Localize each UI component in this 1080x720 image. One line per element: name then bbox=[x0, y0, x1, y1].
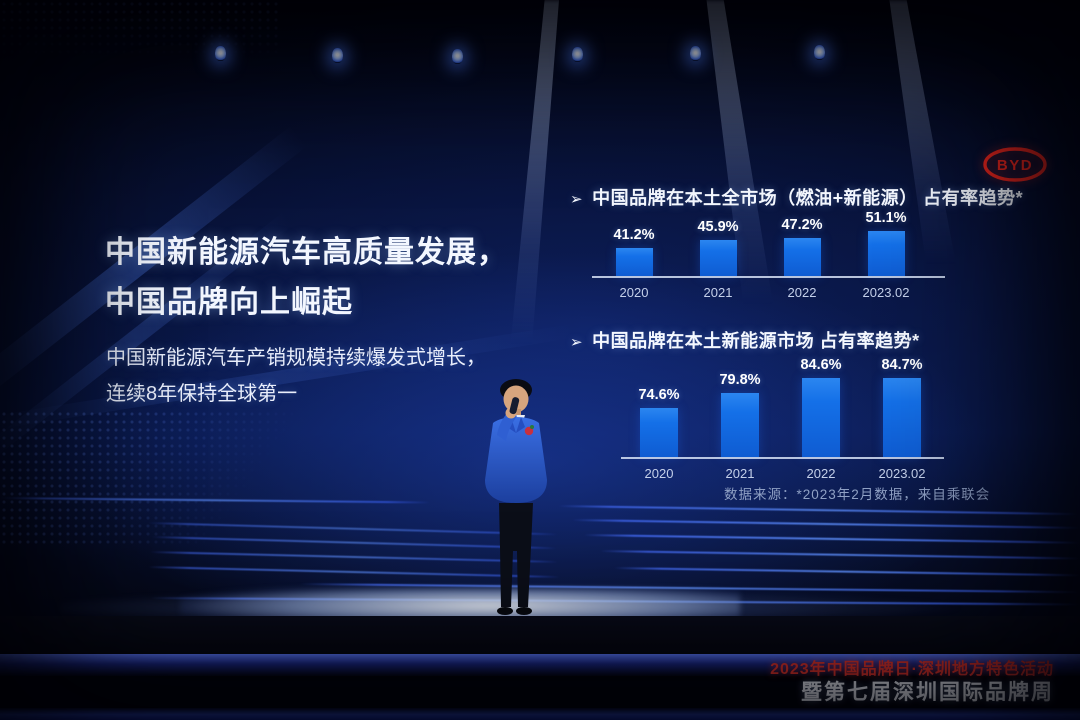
chart-title: ➢ 中国品牌在本土全市场（燃油+新能源） 占有率趋势* bbox=[570, 184, 1023, 210]
bar-category-label: 2021 bbox=[703, 285, 733, 300]
bar-value-label: 45.9% bbox=[697, 218, 739, 235]
microphone-icon bbox=[509, 397, 520, 415]
headline-line1: 中国新能源汽车高质量发展， bbox=[105, 236, 508, 269]
stage-light-icon bbox=[572, 47, 583, 62]
event-title-line1: 2023年中国品牌日·深圳地方特色活动 bbox=[770, 660, 1054, 678]
chart-bar bbox=[699, 239, 737, 276]
data-source-note: 数据来源：*2023年2月数据，来自乘联会 bbox=[724, 487, 991, 502]
byd-logo: BYD bbox=[982, 146, 1048, 188]
bar-category-label: 2023.02 bbox=[878, 466, 926, 481]
speaker bbox=[485, 379, 547, 615]
stage-bottom-led-strip bbox=[0, 708, 1080, 720]
chart-bars-area: 41.2% 2020 45.9% 2021 47.2% 2022 51.1% 2023.02 bbox=[592, 178, 945, 300]
chart-x-axis bbox=[621, 457, 944, 459]
headline: 中国新能源汽车高质量发展， 中国品牌向上崛起 bbox=[105, 228, 508, 328]
speaker-shoe bbox=[497, 607, 513, 615]
stage-step-light bbox=[613, 567, 1080, 577]
stage-step-light bbox=[583, 534, 1080, 544]
speaker-lapel bbox=[516, 417, 525, 433]
stage-light-icon bbox=[215, 46, 226, 61]
chart-bar bbox=[640, 408, 678, 457]
chart-full-market: ➢ 中国品牌在本土全市场（燃油+新能源） 占有率趋势* 41.2% 2020 45.… bbox=[570, 178, 1023, 306]
bar-category-label: 2023.02 bbox=[862, 285, 910, 300]
arrow-bullet-icon: ➢ bbox=[570, 191, 584, 208]
subheadline: 中国新能源汽车产销规模持续爆发式增长， 连续8年保持全球第一 bbox=[106, 340, 486, 412]
chart-bars-area: 74.6% 2020 79.8% 2021 84.6% 2022 84.7% 2023.02 bbox=[621, 325, 944, 481]
bar-category-label: 2021 bbox=[725, 466, 755, 481]
corsage-flower bbox=[524, 426, 534, 436]
event-title-line2: 暨第七届深圳国际品牌周 bbox=[801, 680, 1054, 704]
chart-x-axis bbox=[592, 276, 945, 278]
chart-bar bbox=[615, 248, 653, 276]
chart-bar bbox=[721, 392, 759, 457]
corsage-flower bbox=[530, 425, 534, 429]
headline-line2: 中国品牌向上崛起 bbox=[105, 286, 353, 319]
speaker-jacket bbox=[485, 417, 547, 503]
bar-value-label: 84.7% bbox=[881, 357, 923, 373]
chart-title: ➢ 中国品牌在本土新能源市场 占有率趋势* bbox=[570, 327, 920, 353]
bar-value-label: 41.2% bbox=[613, 227, 655, 243]
stage-light-icon bbox=[452, 49, 463, 64]
stage-front-face bbox=[0, 616, 1080, 658]
byd-logo-text: BYD bbox=[997, 157, 1033, 174]
chart-bar bbox=[883, 378, 921, 457]
subheadline-line2: 连续8年保持全球第一 bbox=[106, 383, 298, 405]
arrow-bullet-icon: ➢ bbox=[570, 334, 584, 351]
led-screen-dots bbox=[0, 0, 280, 60]
bar-value-label: 79.8% bbox=[719, 371, 761, 388]
stage-step-light bbox=[557, 505, 1078, 516]
stage-light-icon bbox=[690, 46, 701, 61]
event-title: 2023年中国品牌日·深圳地方特色活动 暨第七届深圳国际品牌周 bbox=[770, 660, 1054, 706]
bar-value-label: 51.1% bbox=[865, 210, 907, 226]
stage-step-light bbox=[571, 519, 1080, 529]
speaker-pants bbox=[499, 503, 533, 607]
bar-value-label: 47.2% bbox=[781, 216, 823, 233]
subheadline-line1: 中国新能源汽车产销规模持续爆发式增长， bbox=[106, 347, 486, 369]
bar-category-label: 2022 bbox=[806, 466, 836, 481]
stage-step-light bbox=[599, 550, 1080, 560]
bar-category-label: 2022 bbox=[787, 285, 817, 300]
chart-title-text: 中国品牌在本土全市场（燃油+新能源） 占有率趋势* bbox=[592, 188, 1024, 208]
chart-bar bbox=[802, 378, 840, 457]
chart-title-text: 中国品牌在本土新能源市场 占有率趋势* bbox=[592, 331, 920, 351]
stage-light-icon bbox=[332, 48, 343, 63]
speaker-shoe bbox=[516, 607, 532, 615]
bar-value-label: 84.6% bbox=[800, 357, 842, 374]
chart-bar bbox=[867, 231, 905, 276]
bar-category-label: 2020 bbox=[619, 285, 649, 300]
bar-category-label: 2020 bbox=[644, 466, 674, 481]
chart-bar bbox=[783, 237, 821, 276]
stage-led-band bbox=[0, 654, 1080, 676]
bar-value-label: 74.6% bbox=[638, 387, 680, 403]
stage-light-icon bbox=[814, 45, 825, 60]
chart-nev-market: ➢ 中国品牌在本土新能源市场 占有率趋势* 74.6% 2020 79.8% 2021… bbox=[570, 325, 970, 490]
